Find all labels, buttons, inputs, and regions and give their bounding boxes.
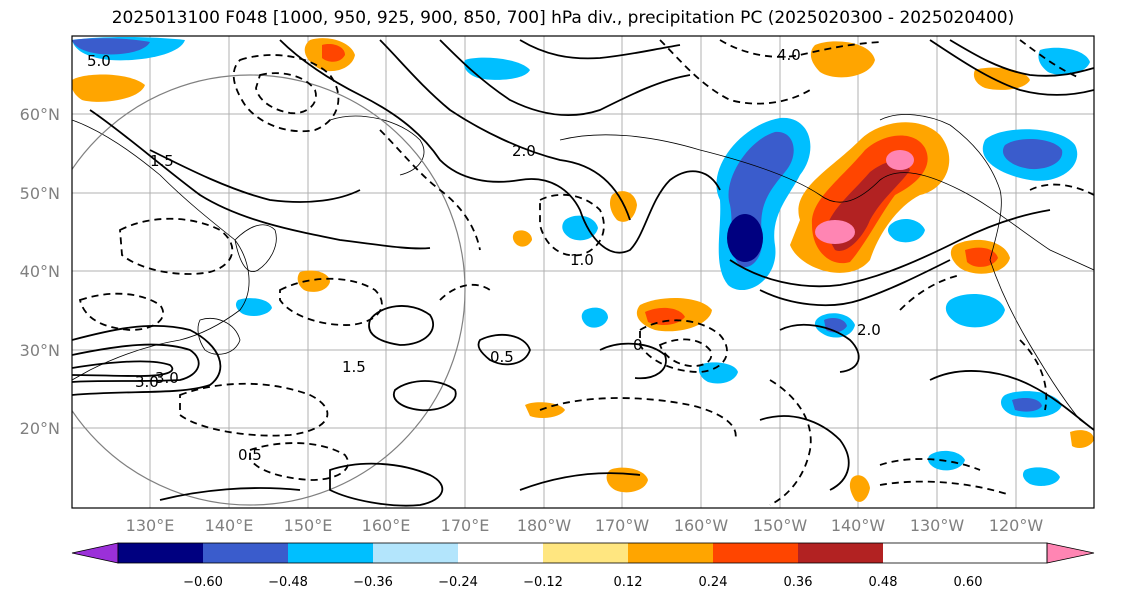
colorbar-tick: −0.60: [183, 575, 223, 590]
colorbar-tick: 0.12: [614, 575, 643, 590]
lon-label: 160°W: [674, 516, 729, 535]
contour-label: 2.0: [857, 321, 881, 339]
divergence-contours-negative: [78, 39, 1094, 506]
lon-label: 140°E: [205, 516, 254, 535]
lat-label: 50°N: [20, 184, 60, 203]
contour-label: 3.0: [135, 373, 159, 391]
colorbar-bin: [458, 543, 543, 563]
contour-label: 2.0: [512, 142, 536, 160]
lon-label: 180°W: [517, 516, 572, 535]
lat-label: 30°N: [20, 341, 60, 360]
contour-label: 1.5: [342, 358, 366, 376]
colorbar-bin: [543, 543, 628, 563]
lon-label: 150°W: [753, 516, 808, 535]
colorbar-bin: [798, 543, 883, 563]
colorbar-tick: 0.36: [784, 575, 813, 590]
colorbar-bin: [288, 543, 373, 563]
contour-label: 3.0: [155, 369, 179, 387]
region-circle: [72, 74, 466, 506]
longitude-labels: 130°E 140°E 150°E 160°E 170°E 180°W 170°…: [126, 516, 1044, 535]
colorbar-extend-max: [1046, 542, 1095, 564]
colorbar-tick: −0.24: [438, 575, 478, 590]
contour-labels: 5.0 3.0 2.0 1.5 1.0 0.5 4.0 0 0.5 1.5 2.…: [87, 46, 881, 464]
colorbar: −0.60 −0.48 −0.36 −0.24 −0.12 0.12 0.24 …: [71, 542, 1095, 590]
colorbar-extend-min: [71, 542, 119, 564]
colorbar-bin: [118, 543, 203, 563]
map-frame-bg: [72, 36, 1094, 508]
lon-label: 140°W: [831, 516, 886, 535]
lat-label: 40°N: [20, 262, 60, 281]
contour-label: 0: [633, 336, 643, 354]
contour-label: 0.5: [238, 446, 262, 464]
contour-label: 1.5: [150, 152, 174, 170]
colorbar-tick: 0.48: [869, 575, 898, 590]
lon-label: 150°E: [284, 516, 333, 535]
colorbar-bin: [628, 543, 713, 563]
map-frame: [71, 35, 1095, 509]
lon-label: 170°E: [441, 516, 490, 535]
contour-label: 5.0: [87, 52, 111, 70]
lon-label: 170°W: [595, 516, 650, 535]
lat-label: 60°N: [20, 105, 60, 124]
lon-label: 160°E: [362, 516, 411, 535]
contour-label: 4.0: [777, 46, 801, 64]
graticule: [72, 36, 1094, 508]
contour-label: 1.0: [570, 251, 594, 269]
colorbar-bin: [713, 543, 798, 563]
colorbar-tick: 0.60: [954, 575, 983, 590]
latitude-labels: 60°N 50°N 40°N 30°N 20°N: [20, 105, 60, 438]
divergence-contours: [72, 39, 1094, 507]
colorbar-bin: [203, 543, 288, 563]
lon-label: 130°E: [126, 516, 175, 535]
colorbar-tick: 0.24: [699, 575, 728, 590]
colorbar-tick: −0.36: [353, 575, 393, 590]
contour-label: 0.5: [490, 348, 514, 366]
colorbar-bin: [373, 543, 458, 563]
precip-shading: [72, 37, 1094, 502]
lon-label: 130°W: [910, 516, 965, 535]
lat-label: 20°N: [20, 419, 60, 438]
colorbar-tick: −0.48: [268, 575, 308, 590]
colorbar-tick: −0.12: [523, 575, 563, 590]
lon-label: 120°W: [989, 516, 1044, 535]
map-title: 2025013100 F048 [1000, 950, 925, 900, 85…: [111, 8, 1015, 28]
